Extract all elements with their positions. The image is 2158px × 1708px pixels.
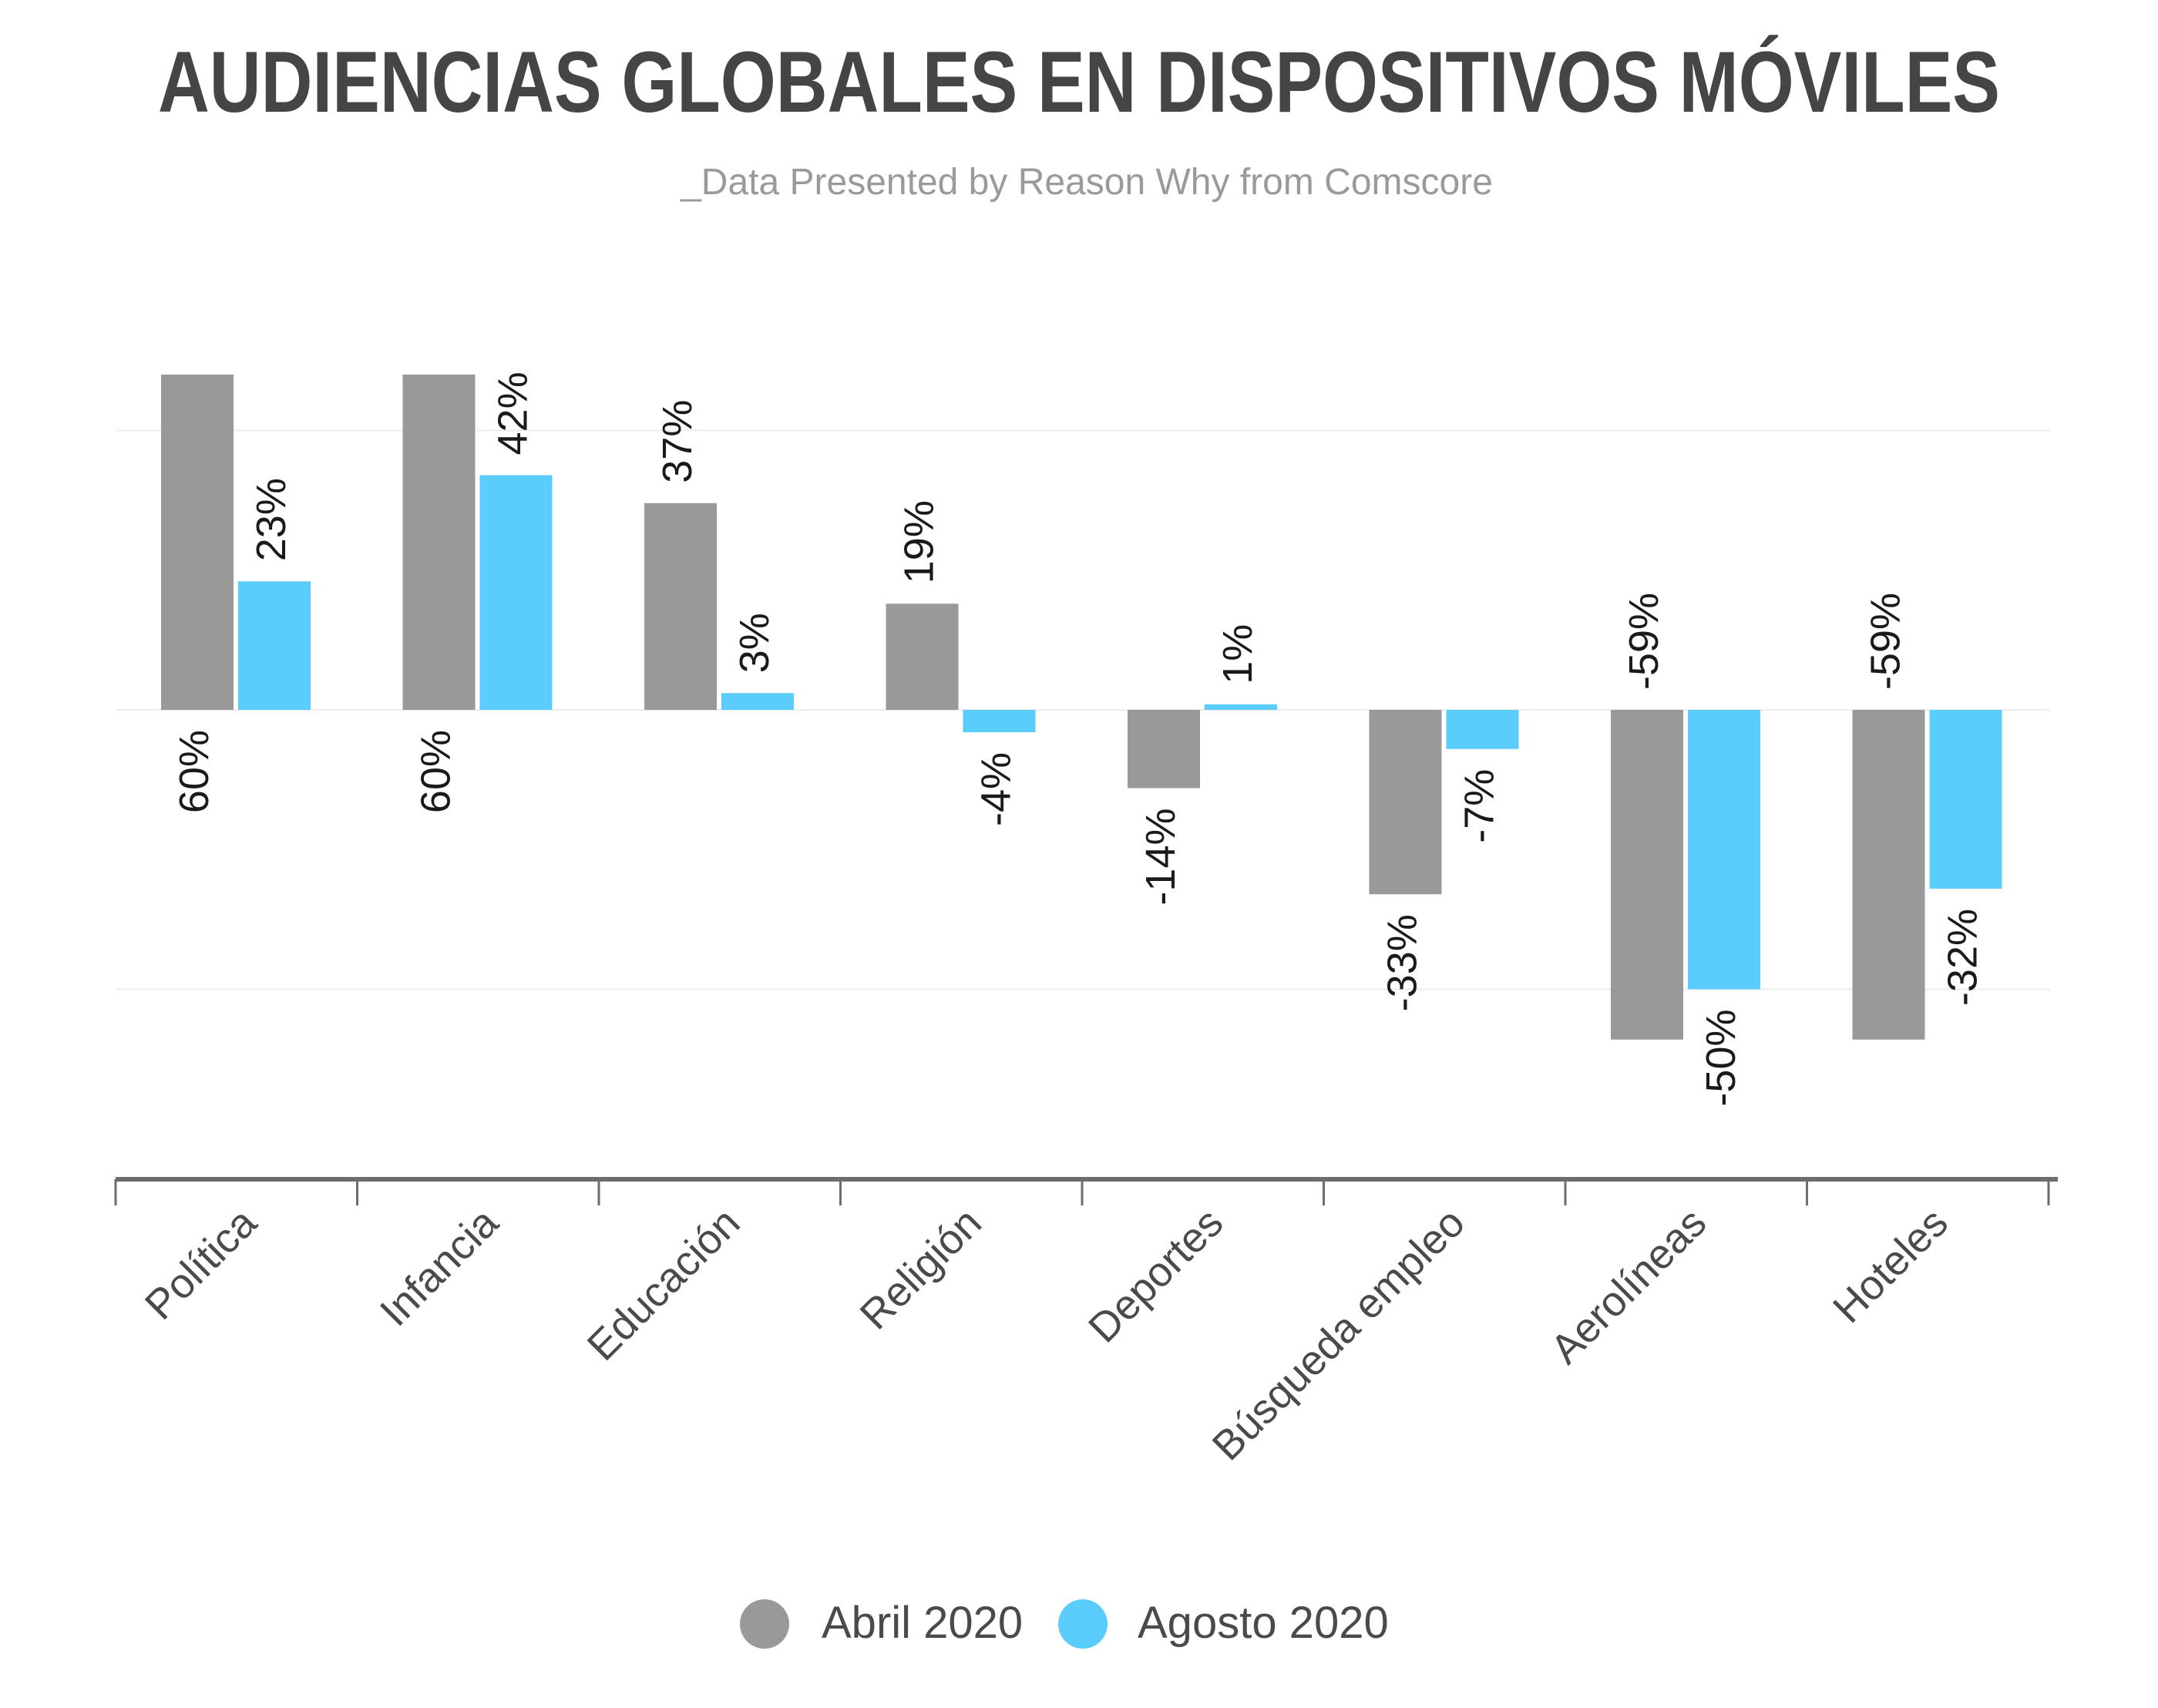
bar-agosto-2020-educacion: [721, 693, 794, 710]
category-label-busqueda-empleo: Búsqueda empleo: [1204, 1199, 1474, 1469]
value-label-agosto-2020-aerolineas: -50%: [1698, 1010, 1744, 1107]
bar-abril-2020-infancia: [402, 375, 476, 710]
category-label-hoteles: Hoteles: [1824, 1199, 1957, 1332]
chart-subtitle: _Data Presented by Reason Why from Comsc…: [680, 162, 1493, 203]
value-label-abril-2020-aerolineas: -59%: [1621, 593, 1667, 690]
legend: Abril 2020 Agosto 2020: [740, 1598, 1389, 1649]
category-label-infancia: Infancia: [371, 1199, 508, 1335]
category-label-deportes: Deportes: [1080, 1199, 1232, 1351]
bar-abril-2020-deportes: [1128, 710, 1200, 788]
value-label-agosto-2020-politica: 23%: [248, 478, 294, 561]
bar-agosto-2020-hoteles: [1929, 710, 2002, 889]
legend-swatch-abril-2020: [740, 1599, 789, 1649]
bar-agosto-2020-religion: [963, 710, 1036, 732]
category-label-aerolineas: Aerolíneas: [1542, 1199, 1716, 1373]
x-axis: [114, 1177, 2058, 1205]
value-label-abril-2020-deportes: -14%: [1138, 809, 1184, 906]
bar-abril-2020-hoteles: [1852, 710, 1925, 1040]
value-label-abril-2020-religion: 19%: [896, 500, 943, 583]
bar-abril-2020-aerolineas: [1611, 710, 1683, 1040]
category-label-politica: Política: [136, 1199, 266, 1328]
bars: [161, 375, 2002, 1040]
category-labels: Política Infancia Educación Religión Deporte…: [136, 1199, 1957, 1469]
value-label-abril-2020-busqueda-empleo: -33%: [1380, 914, 1426, 1011]
value-label-agosto-2020-busqueda-empleo: -7%: [1457, 769, 1503, 843]
legend-label-abril-2020: Abril 2020: [822, 1598, 1023, 1648]
bar-abril-2020-educacion: [644, 503, 717, 710]
legend-swatch-agosto-2020: [1058, 1599, 1108, 1649]
bar-agosto-2020-infancia: [479, 475, 553, 710]
value-label-agosto-2020-infancia: 42%: [490, 372, 536, 455]
bar-abril-2020-politica: [161, 375, 234, 710]
value-label-abril-2020-infancia: 60%: [413, 730, 459, 813]
category-label-religion: Religión: [852, 1199, 990, 1338]
value-label-abril-2020-educacion: 37%: [654, 400, 701, 483]
bar-agosto-2020-deportes: [1205, 704, 1277, 710]
bar-abril-2020-religion: [886, 604, 959, 710]
value-label-agosto-2020-educacion: 3%: [731, 613, 778, 673]
chart-title: AUDIENCIAS GLOBALES EN DISPOSITIVOS MÓVI…: [158, 34, 2000, 130]
bar-agosto-2020-politica: [238, 581, 311, 710]
value-label-agosto-2020-hoteles: -32%: [1940, 909, 1986, 1006]
value-label-agosto-2020-religion: -4%: [973, 752, 1020, 826]
value-label-agosto-2020-deportes: 1%: [1215, 624, 1261, 684]
value-label-abril-2020-politica: 60%: [171, 730, 217, 813]
bar-agosto-2020-aerolineas: [1688, 710, 1760, 990]
bar-agosto-2020-busqueda-empleo: [1446, 710, 1519, 749]
value-label-abril-2020-hoteles: -59%: [1863, 593, 1909, 690]
value-labels: 60% 23% 60% 42% 37% 3% 19% -4% -14% 1% -33% -7% -59%…: [171, 372, 1986, 1106]
category-label-educacion: Educación: [579, 1199, 749, 1370]
legend-label-agosto-2020: Agosto 2020: [1138, 1598, 1389, 1648]
bar-abril-2020-busqueda-empleo: [1369, 710, 1442, 895]
